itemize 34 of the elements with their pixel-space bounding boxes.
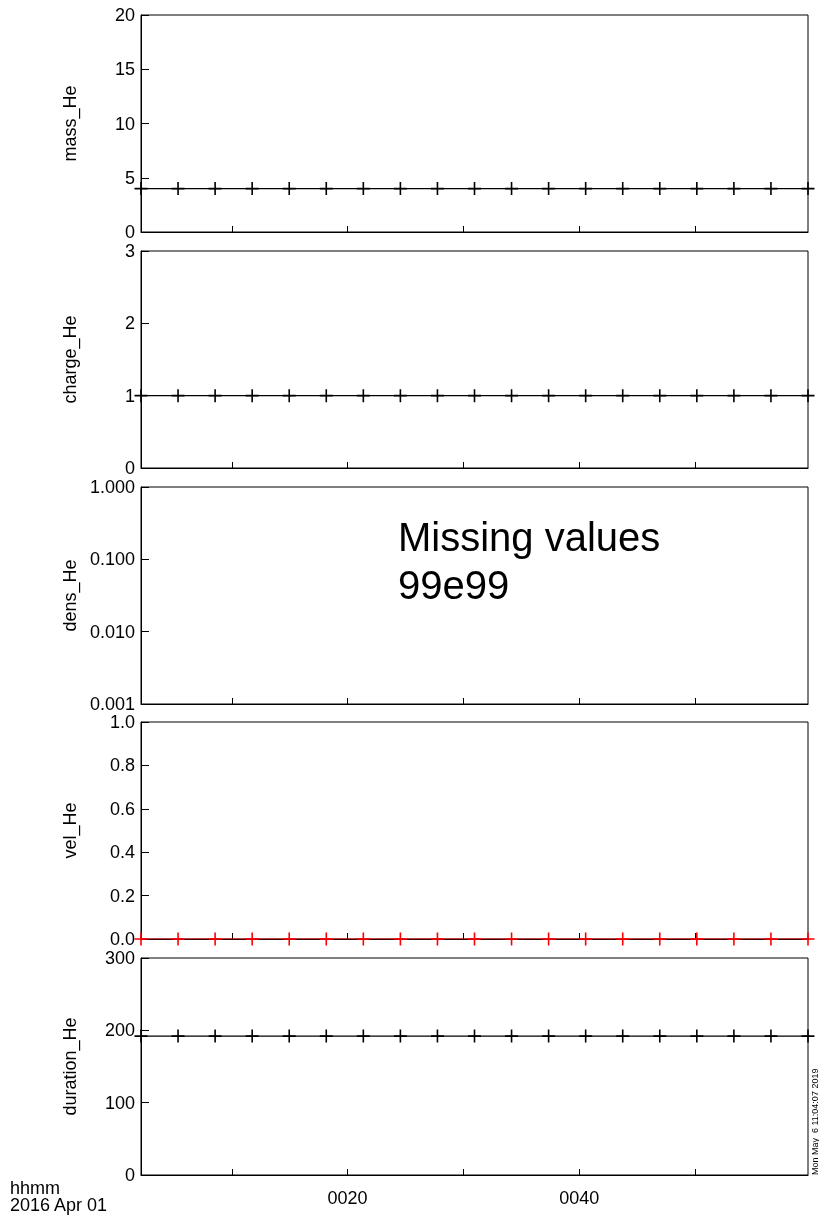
y-tick-label: 100 [104, 1092, 135, 1113]
y-tick-label: 1.0 [109, 712, 135, 732]
x-tick-label: 0040 [559, 1188, 600, 1208]
annotation: Missing values 99e99 [398, 515, 672, 607]
y-tick-label: 0.8 [109, 755, 135, 776]
y-tick-label: 300 [104, 948, 135, 968]
y-tick-label: 0.4 [109, 842, 135, 863]
y-tick-label: 0.6 [109, 798, 135, 819]
x-tick-label: 0020 [327, 1188, 368, 1208]
y-tick-label: 0.2 [109, 885, 135, 906]
y-tick-label: 200 [104, 1020, 135, 1041]
y-tick-label: 10 [114, 113, 135, 134]
y-tick-label: 1 [124, 385, 135, 406]
y-tick-label: 1.000 [89, 477, 135, 497]
y-tick-label: 5 [124, 167, 135, 188]
y-tick-label: 0.001 [89, 694, 135, 714]
y-axis-title: charge_He [60, 315, 81, 404]
y-tick-label: 15 [114, 59, 135, 80]
y-tick-label: 20 [114, 5, 135, 25]
y-axis-title: dens_He [60, 559, 81, 632]
y-tick-label: 0.010 [89, 621, 135, 642]
text: Mon May 6 11:04:07 2019 [809, 1068, 819, 1175]
y-axis-title: mass_He [60, 85, 81, 162]
y-axis-title: vel_He [60, 802, 81, 859]
y-tick-label: 0.0 [109, 929, 135, 949]
y-tick-label: 0 [124, 1165, 135, 1185]
y-axis-title: duration_He [60, 1017, 81, 1116]
y-tick-label: 0 [124, 458, 135, 478]
text: 2016 Apr 01 [10, 1195, 108, 1215]
y-tick-label: 0 [124, 222, 135, 242]
y-tick-label: 2 [124, 313, 135, 334]
text: hhmm [10, 1178, 61, 1198]
y-tick-label: 3 [124, 241, 135, 261]
y-tick-label: 0.100 [89, 549, 135, 570]
